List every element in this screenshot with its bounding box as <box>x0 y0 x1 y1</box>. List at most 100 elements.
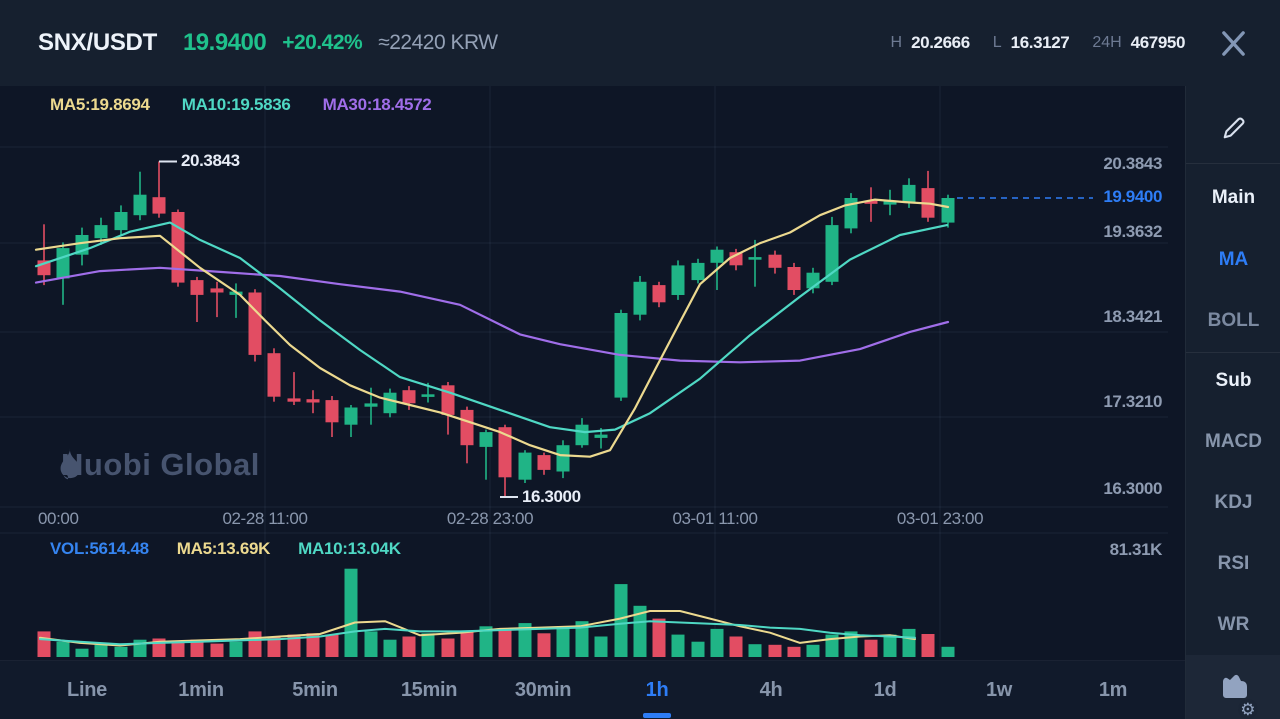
sidebar-item-rsi[interactable]: RSI <box>1186 552 1280 576</box>
candle-body <box>364 403 378 407</box>
candle-body <box>190 280 204 295</box>
candle-body <box>883 201 897 205</box>
volume-bar <box>652 618 666 657</box>
candlestick-canvas[interactable] <box>0 86 1185 660</box>
tab-4h[interactable]: 4h <box>714 661 828 719</box>
sidebar-item-boll[interactable]: BOLL <box>1186 309 1280 333</box>
candle-body <box>267 353 281 397</box>
volume-bar <box>210 643 224 657</box>
volume-bar <box>768 644 782 657</box>
sidebar-item-sub[interactable]: Sub <box>1186 369 1280 393</box>
price-axis-label: 20.3843 <box>1103 154 1162 173</box>
indicator-settings-button[interactable]: ⚙ <box>1186 655 1280 719</box>
volume-bar <box>748 644 762 657</box>
pair-title: SNX/USDT <box>38 29 157 56</box>
volume-bar <box>537 633 551 657</box>
volume-ma5-line <box>39 610 916 647</box>
volume-bar <box>75 648 89 657</box>
price-axis-label: 17.3210 <box>1103 392 1162 411</box>
tab-5min[interactable]: 5min <box>258 661 372 719</box>
pencil-icon <box>1219 117 1249 146</box>
candle-body <box>325 400 339 423</box>
volume-ma5-label: MA5:13.69K <box>176 539 271 558</box>
sidebar-item-kdj[interactable]: KDJ <box>1186 491 1280 515</box>
watermark-text: Huobi Global <box>61 447 260 482</box>
volume-bar <box>671 634 685 657</box>
close-icon <box>1217 30 1250 61</box>
price-axis-label: 18.3421 <box>1103 307 1162 326</box>
time-axis-label: 03-01 11:00 <box>672 509 758 528</box>
candle-body <box>402 390 416 404</box>
volume-bar <box>941 646 955 657</box>
ma10-label: MA10:19.5836 <box>181 95 291 114</box>
price-axis-label: 19.3632 <box>1103 222 1162 241</box>
tab-15min[interactable]: 15min <box>372 661 486 719</box>
sidebar-item-macd[interactable]: MACD <box>1186 430 1280 454</box>
volume-bar <box>56 641 70 657</box>
sidebar-divider <box>1186 352 1280 353</box>
volume-bar <box>691 641 705 657</box>
tab-1w[interactable]: 1w <box>942 661 1056 719</box>
tab-1min[interactable]: 1min <box>144 661 258 719</box>
volume-bar <box>441 638 455 657</box>
volume-bar <box>248 631 262 657</box>
high-value: 20.2666 <box>911 33 970 52</box>
time-axis-label: 02-28 23:00 <box>446 509 534 528</box>
candle-body <box>787 267 801 290</box>
tab-1d[interactable]: 1d <box>828 661 942 719</box>
tab-line[interactable]: Line <box>30 661 144 719</box>
candle-body <box>94 225 108 239</box>
volume-bar <box>421 633 435 657</box>
volume-bar <box>460 631 474 657</box>
volume-bar <box>94 644 108 657</box>
volume-bar <box>614 584 628 657</box>
volume-bar <box>190 639 204 657</box>
sidebar-item-main[interactable]: Main <box>1186 186 1280 210</box>
volume-bar <box>383 639 397 657</box>
high-key: H <box>890 34 903 51</box>
time-axis-label: 02-28 11:00 <box>222 509 308 528</box>
candle-body <box>825 225 839 282</box>
low-key: L <box>992 34 1002 51</box>
volume-bar <box>114 646 128 657</box>
candle-body <box>594 434 608 438</box>
volume-bar <box>633 605 647 657</box>
volume-key: 24H <box>1092 34 1122 51</box>
volume-bar <box>518 623 532 657</box>
ma30-label: MA30:18.4572 <box>322 95 432 114</box>
sidebar-item-ma[interactable]: MA <box>1186 248 1280 272</box>
ma5-label: MA5:19.8694 <box>50 95 150 114</box>
candle-body <box>671 265 685 295</box>
candle-body <box>344 407 358 425</box>
volume-bar <box>710 628 724 657</box>
volume-ma10-line <box>39 620 916 646</box>
draw-edit-button[interactable] <box>1186 112 1280 147</box>
volume-ma10-label: MA10:13.04K <box>298 539 401 558</box>
volume-bar <box>344 568 358 657</box>
candle-body <box>383 392 397 414</box>
volume-bar <box>171 641 185 657</box>
tab-1m[interactable]: 1m <box>1056 661 1170 719</box>
top-bar: SNX/USDT 19.9400 +20.42% ≈22420 KRW H 20… <box>0 0 1280 86</box>
sidebar-item-wr[interactable]: WR <box>1186 613 1280 637</box>
low-value: 16.3127 <box>1010 33 1070 52</box>
change-percent: +20.42% <box>282 31 363 54</box>
ma5-line <box>34 198 950 458</box>
current-price-label: 19.9400 <box>1103 187 1162 206</box>
volume-bar <box>921 634 935 657</box>
sidebar-divider <box>1186 163 1280 164</box>
last-price: 19.9400 <box>182 29 267 56</box>
ma10-line <box>34 221 949 434</box>
close-button[interactable] <box>1213 25 1254 62</box>
volume-value: 467950 <box>1130 33 1186 52</box>
tab-1h[interactable]: 1h <box>600 661 714 719</box>
tab-30min[interactable]: 30min <box>486 661 600 719</box>
candle-body <box>941 198 955 223</box>
volume-bar <box>883 634 897 657</box>
volume-bar <box>787 646 801 657</box>
volume-indicator-row: VOL:5614.48 MA5:13.69K MA10:13.04K <box>50 539 401 559</box>
volume-bar <box>479 626 493 657</box>
volume-bar <box>325 634 339 657</box>
volume-bar <box>575 621 589 657</box>
candle-body <box>306 399 320 403</box>
